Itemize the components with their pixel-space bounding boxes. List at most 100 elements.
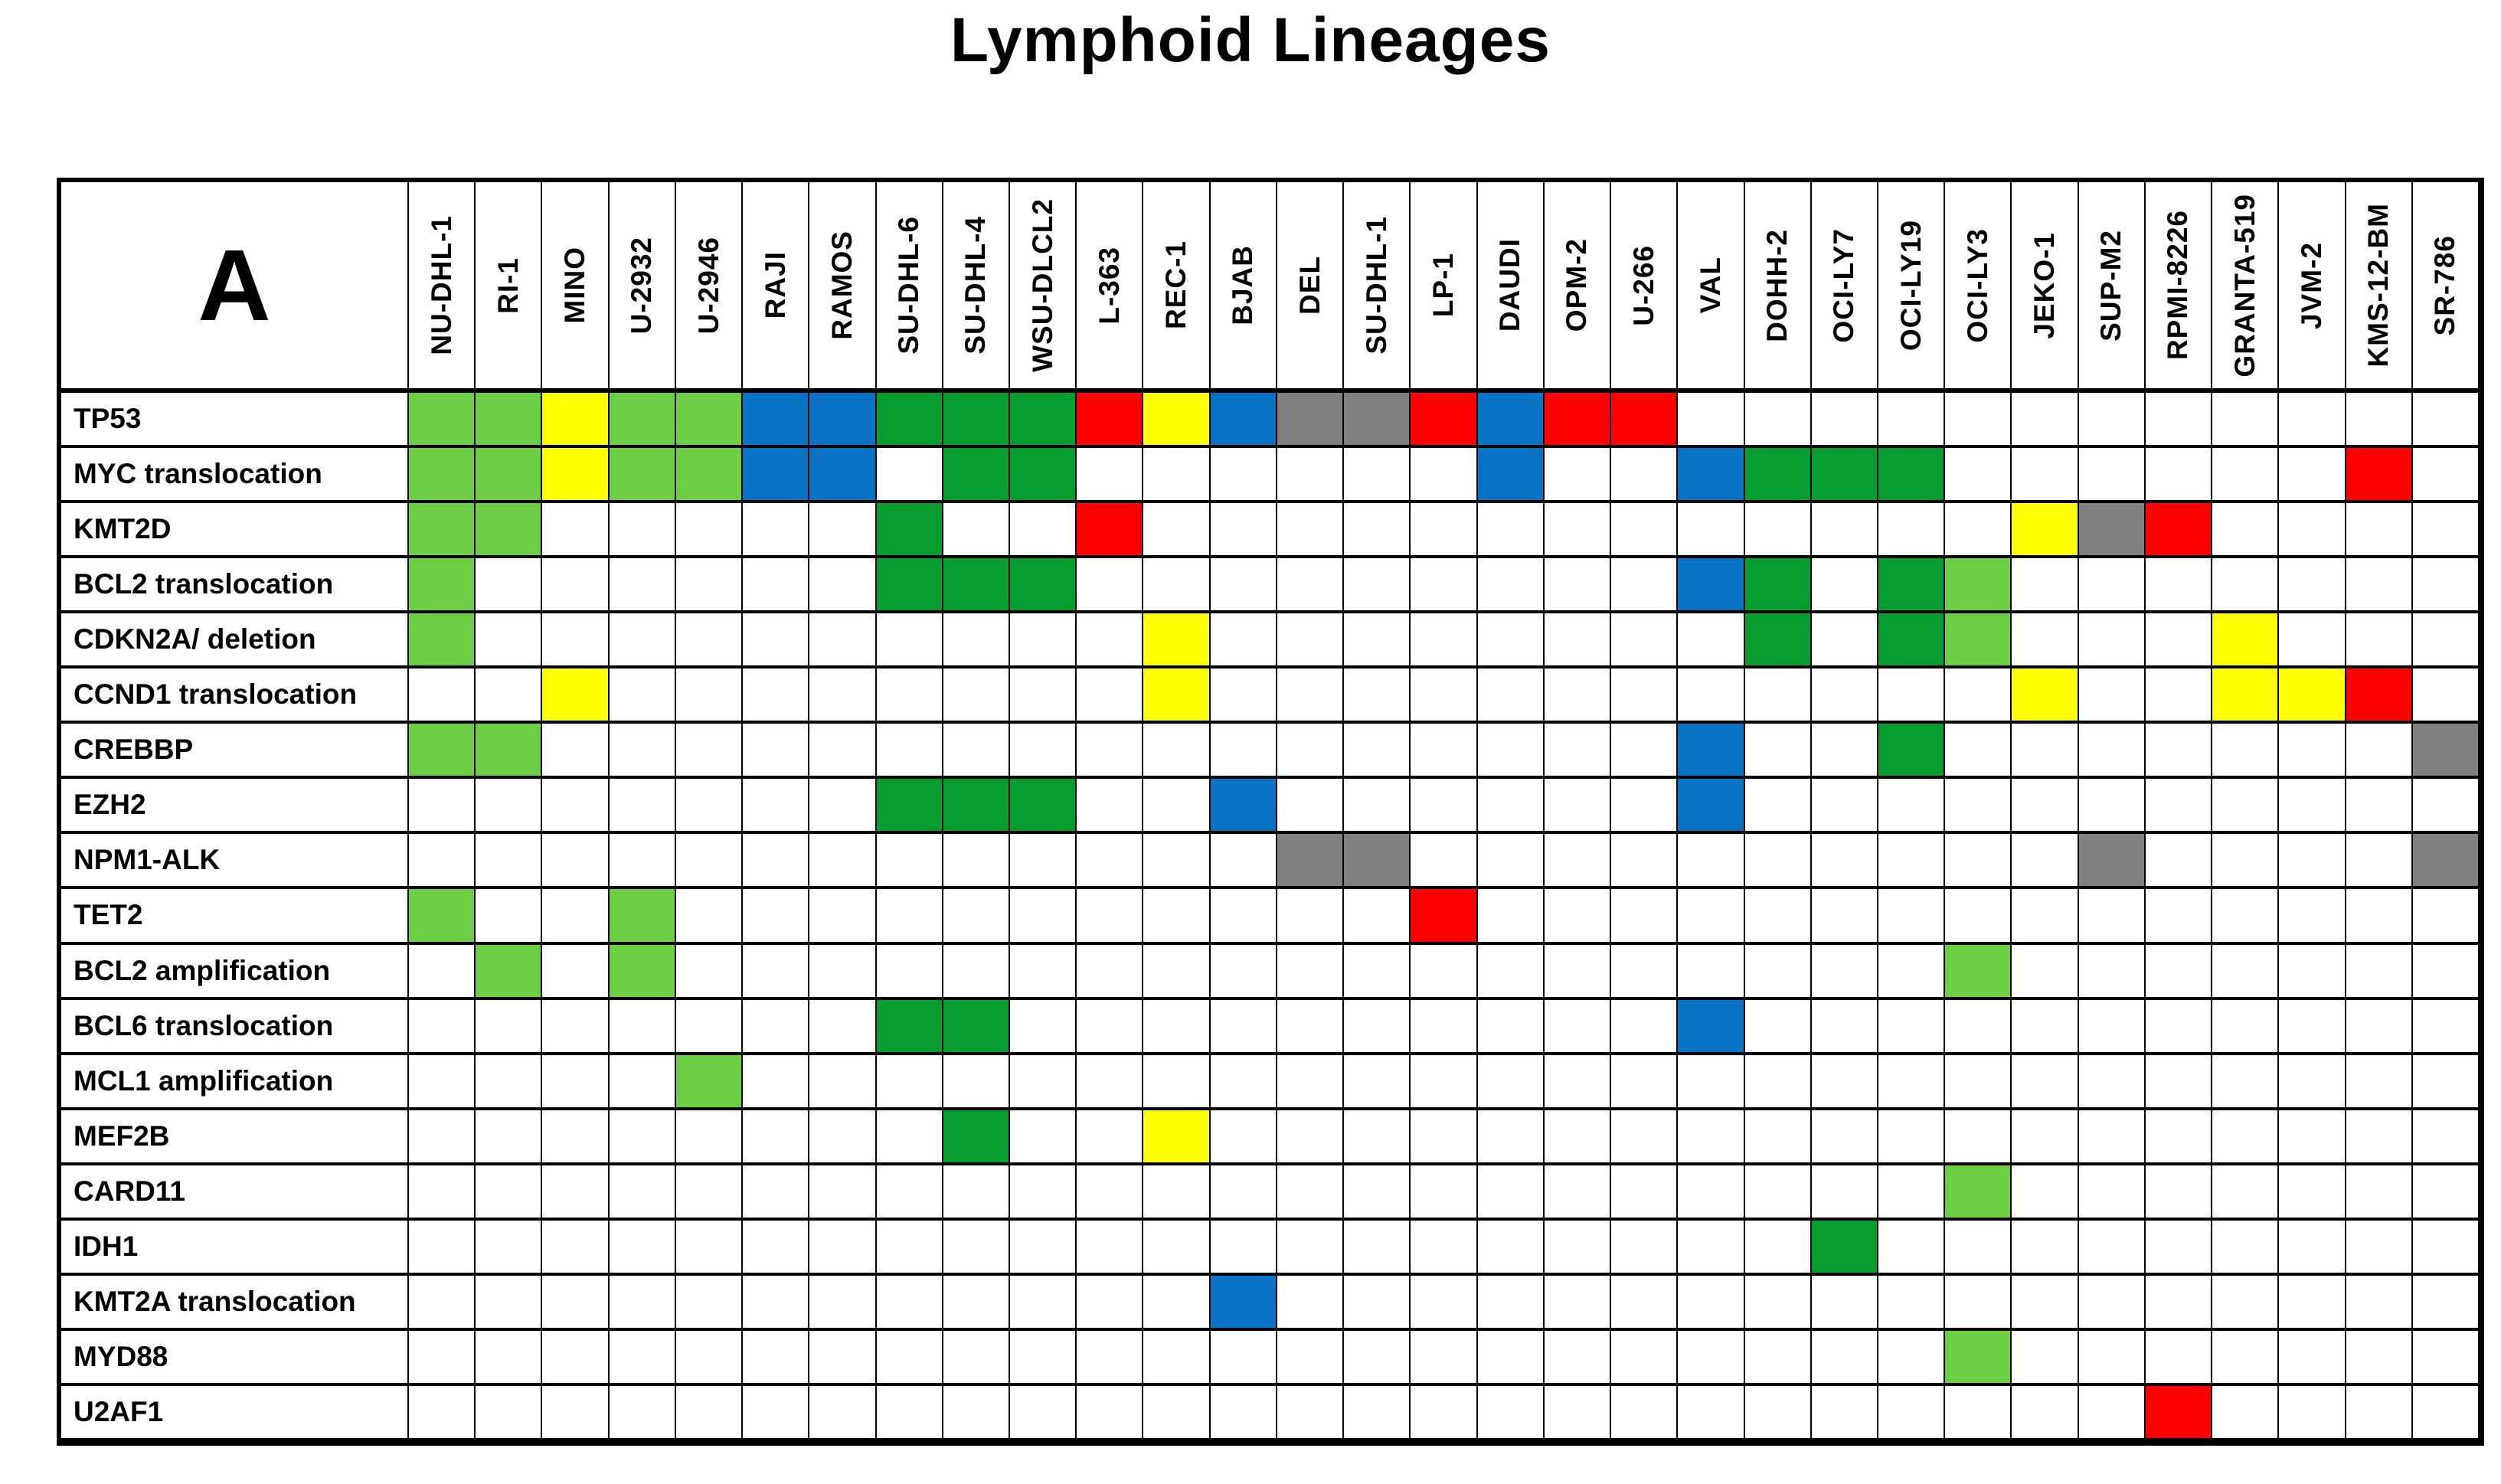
cell-kmt2a-translocation-oci-ly19: [1878, 1275, 1946, 1331]
cell-mcl1-amplification-mino: [542, 1054, 610, 1110]
cell-myd88-sr-786: [2412, 1330, 2480, 1386]
cell-mcl1-amplification-u-266: [1611, 1054, 1679, 1110]
cell-bcl6-translocation-dohh-2: [1744, 999, 1812, 1055]
cell-card11-u-2932: [609, 1165, 676, 1221]
cell-kmt2a-translocation-granta-519: [2212, 1275, 2280, 1331]
cell-tet2-daudi: [1477, 889, 1545, 945]
cell-card11-lp-1: [1411, 1165, 1478, 1221]
cell-ccnd1-translocation-jvm-2: [2279, 668, 2346, 724]
cell-u2af1-oci-ly19: [1878, 1385, 1946, 1441]
cell-cdkn2a-deletion-ri-1: [476, 613, 543, 669]
cell-kmt2d-jeko-1: [2012, 503, 2079, 559]
cell-tp53-rec-1: [1143, 393, 1211, 449]
cell-kmt2a-translocation-rec-1: [1143, 1275, 1211, 1331]
cell-npm1-alk-mino: [542, 834, 610, 890]
cell-bcl2-amplification-mino: [542, 944, 610, 1000]
cell-ezh2-ramos: [809, 779, 877, 835]
cell-bcl2-amplification-rec-1: [1143, 944, 1211, 1000]
cell-ezh2-u-2946: [675, 779, 744, 835]
cell-mef2b-sup-m2: [2078, 1110, 2146, 1165]
cell-bcl6-translocation-ri-1: [476, 999, 543, 1055]
cell-ezh2-del: [1277, 779, 1345, 835]
cell-cdkn2a-deletion-wsu-dlcl2: [1010, 613, 1077, 669]
cell-npm1-alk-granta-519: [2212, 834, 2280, 890]
cell-myc-translocation-su-dhl-6: [876, 448, 943, 504]
cell-ccnd1-translocation-del: [1277, 668, 1345, 724]
column-header-label: RAJI: [759, 251, 791, 319]
row-label-crebbp: CREBBP: [61, 724, 409, 780]
cell-bcl2-amplification-oci-ly7: [1811, 944, 1878, 1000]
cell-u2af1-daudi: [1477, 1385, 1545, 1441]
column-header-label: U-2932: [626, 236, 658, 335]
cell-u2af1-u-266: [1611, 1385, 1679, 1441]
cell-kmt2d-sup-m2: [2078, 503, 2146, 559]
cell-myc-translocation-ri-1: [476, 448, 543, 504]
cell-kmt2d-oci-ly19: [1878, 503, 1946, 559]
column-header-oci-ly7: OCI-LY7: [1811, 182, 1878, 393]
cell-cdkn2a-deletion-oci-ly3: [1945, 613, 2012, 669]
cell-crebbp-val: [1678, 724, 1745, 780]
cell-bcl2-amplification-jeko-1: [2012, 944, 2079, 1000]
cell-npm1-alk-rec-1: [1143, 834, 1211, 890]
cell-crebbp-raji: [743, 724, 810, 780]
cell-mcl1-amplification-opm-2: [1544, 1054, 1612, 1110]
column-header-label: OPM-2: [1561, 238, 1593, 332]
column-header-label: U-266: [1627, 244, 1659, 326]
cell-kmt2a-translocation-sr-786: [2412, 1275, 2480, 1331]
column-header-label: DAUDI: [1494, 238, 1526, 332]
cell-myc-translocation-su-dhl-1: [1344, 448, 1411, 504]
cell-kmt2a-translocation-u-2946: [675, 1275, 744, 1331]
cell-bcl6-translocation-su-dhl-6: [876, 999, 943, 1055]
cell-crebbp-su-dhl-4: [943, 724, 1011, 780]
cell-card11-wsu-dlcl2: [1010, 1165, 1077, 1221]
page-title: Lymphoid Lineages: [950, 5, 1551, 75]
cell-kmt2a-translocation-wsu-dlcl2: [1010, 1275, 1077, 1331]
cell-mcl1-amplification-sup-m2: [2078, 1054, 2146, 1110]
cell-idh1-bjab: [1210, 1220, 1277, 1276]
cell-tp53-ri-1: [476, 393, 543, 449]
cell-ezh2-daudi: [1477, 779, 1545, 835]
row-label-idh1: IDH1: [61, 1220, 409, 1276]
cell-card11-daudi: [1477, 1165, 1545, 1221]
cell-kmt2a-translocation-oci-ly3: [1945, 1275, 2012, 1331]
cell-myc-translocation-u-266: [1611, 448, 1679, 504]
cell-crebbp-nu-dhl-1: [409, 724, 476, 780]
cell-bcl6-translocation-lp-1: [1411, 999, 1478, 1055]
cell-npm1-alk-rpmi-8226: [2145, 834, 2213, 890]
cell-bcl2-translocation-bjab: [1210, 558, 1277, 614]
cell-ezh2-nu-dhl-1: [409, 779, 476, 835]
cell-tp53-su-dhl-4: [943, 393, 1011, 449]
column-header-jvm-2: JVM-2: [2279, 182, 2346, 393]
cell-u2af1-ramos: [809, 1385, 877, 1441]
cell-bcl2-translocation-jeko-1: [2012, 558, 2079, 614]
cell-card11-rec-1: [1143, 1165, 1211, 1221]
cell-mcl1-amplification-oci-ly19: [1878, 1054, 1946, 1110]
cell-ezh2-val: [1678, 779, 1745, 835]
cell-ccnd1-translocation-wsu-dlcl2: [1010, 668, 1077, 724]
cell-kmt2a-translocation-su-dhl-1: [1344, 1275, 1411, 1331]
cell-bcl2-amplification-del: [1277, 944, 1345, 1000]
cell-ezh2-u-266: [1611, 779, 1679, 835]
cell-u2af1-raji: [743, 1385, 810, 1441]
cell-bcl2-translocation-val: [1678, 558, 1745, 614]
cell-crebbp-l-363: [1077, 724, 1144, 780]
cell-crebbp-oci-ly7: [1811, 724, 1878, 780]
cell-kmt2d-su-dhl-6: [876, 503, 943, 559]
cell-crebbp-u-2932: [609, 724, 676, 780]
cell-myc-translocation-rpmi-8226: [2145, 448, 2213, 504]
cell-mef2b-oci-ly3: [1945, 1110, 2012, 1165]
cell-tp53-jvm-2: [2279, 393, 2346, 449]
cell-cdkn2a-deletion-u-266: [1611, 613, 1679, 669]
cell-myd88-opm-2: [1544, 1330, 1612, 1386]
cell-cdkn2a-deletion-ramos: [809, 613, 877, 669]
cell-myc-translocation-bjab: [1210, 448, 1277, 504]
cell-card11-jeko-1: [2012, 1165, 2079, 1221]
cell-tet2-u-2946: [675, 889, 744, 945]
cell-mcl1-amplification-su-dhl-4: [943, 1054, 1011, 1110]
cell-tp53-oci-ly19: [1878, 393, 1946, 449]
cell-bcl6-translocation-oci-ly3: [1945, 999, 2012, 1055]
cell-ezh2-oci-ly7: [1811, 779, 1878, 835]
cell-idh1-dohh-2: [1744, 1220, 1812, 1276]
cell-mcl1-amplification-oci-ly3: [1945, 1054, 2012, 1110]
column-header-dohh-2: DOHH-2: [1744, 182, 1812, 393]
